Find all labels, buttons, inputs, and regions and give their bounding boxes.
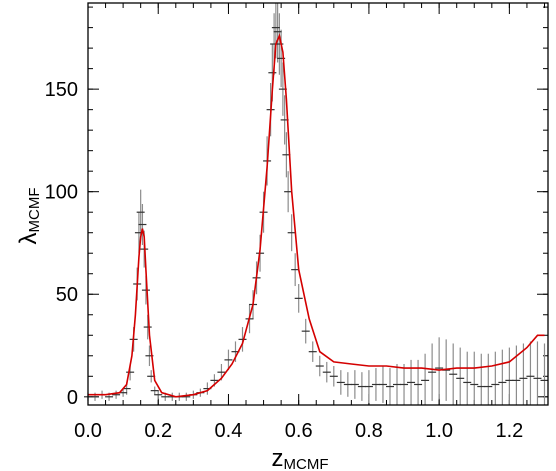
x-axis-label-main: z [272, 445, 284, 471]
plot-frame [87, 2, 549, 406]
y-tick-label: 0 [67, 387, 78, 409]
x-tick-label: 0.8 [355, 420, 383, 442]
model-curve [88, 33, 545, 398]
x-axis-label-sub: MCMF [284, 456, 329, 471]
y-tick-label: 100 [45, 182, 78, 204]
x-tick-label: 0.0 [74, 420, 102, 442]
error-bars [87, 3, 546, 405]
x-tick-label: 1.0 [425, 420, 453, 442]
tick-labels: 0.0 0.2 0.4 0.6 0.8 1.0 1.2 0 50 100 150 [45, 79, 524, 442]
x-tick-label: 1.2 [495, 420, 523, 442]
axis-ticks [87, 3, 548, 405]
y-axis-label-sub: MCMF [26, 188, 43, 233]
y-tick-label: 150 [45, 79, 78, 101]
x-tick-label: 0.4 [215, 420, 243, 442]
y-axis-label: λMCMF [15, 188, 43, 245]
x-tick-label: 0.2 [144, 420, 172, 442]
x-tick-label: 0.6 [285, 420, 313, 442]
y-axis-label-main: λ [15, 233, 42, 245]
x-axis-label: zMCMF [272, 445, 329, 471]
y-tick-label: 50 [56, 284, 78, 306]
